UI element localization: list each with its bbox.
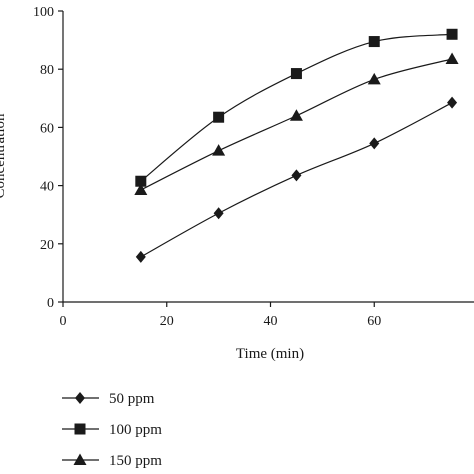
- x-axis-label: Time (min): [236, 346, 304, 362]
- legend-marker: [73, 453, 87, 465]
- axes: [62, 11, 474, 303]
- legend-item: 150 ppm: [62, 453, 162, 469]
- y-tick-label: 0: [47, 296, 54, 311]
- legend-item: 100 ppm: [62, 422, 162, 438]
- series-square: [135, 28, 458, 187]
- x-tick-label: 60: [367, 314, 381, 329]
- legend-label: 150 ppm: [109, 453, 162, 469]
- data-point: [289, 109, 303, 121]
- data-point: [135, 250, 146, 263]
- x-tick-label: 20: [160, 314, 174, 329]
- x-tick-label: 40: [264, 314, 278, 329]
- data-point: [212, 144, 226, 156]
- series-line: [140, 33, 453, 182]
- legend: 50 ppm 100 ppm 150 ppm: [62, 391, 162, 469]
- legend-label: 100 ppm: [109, 422, 162, 438]
- x-tick-label: 0: [60, 314, 67, 329]
- series-diamond: [135, 96, 458, 263]
- legend-item: 50 ppm: [62, 391, 155, 407]
- data-point: [447, 96, 458, 109]
- data-point: [446, 28, 458, 40]
- data-point: [134, 183, 148, 195]
- data-point: [367, 72, 381, 85]
- y-axis-label: Concentration: [0, 113, 8, 198]
- data-point: [213, 207, 224, 220]
- y-ticks: 0 20 40 60 80 100: [33, 5, 63, 311]
- data-point: [291, 169, 302, 182]
- data-point: [369, 137, 380, 150]
- y-tick-label: 40: [40, 180, 54, 195]
- legend-label: 50 ppm: [109, 391, 155, 407]
- y-tick-label: 60: [40, 121, 54, 136]
- y-tick-label: 80: [40, 63, 54, 78]
- legend-marker: [74, 423, 86, 435]
- series-triangle: [134, 52, 459, 195]
- data-point: [445, 52, 459, 65]
- legend-marker: [75, 392, 85, 404]
- data-point: [135, 175, 147, 187]
- y-tick-label: 100: [33, 5, 54, 20]
- y-tick-label: 20: [40, 238, 54, 253]
- data-point: [213, 111, 225, 123]
- data-point: [290, 68, 302, 80]
- series-group: [134, 28, 459, 263]
- data-point: [368, 36, 380, 48]
